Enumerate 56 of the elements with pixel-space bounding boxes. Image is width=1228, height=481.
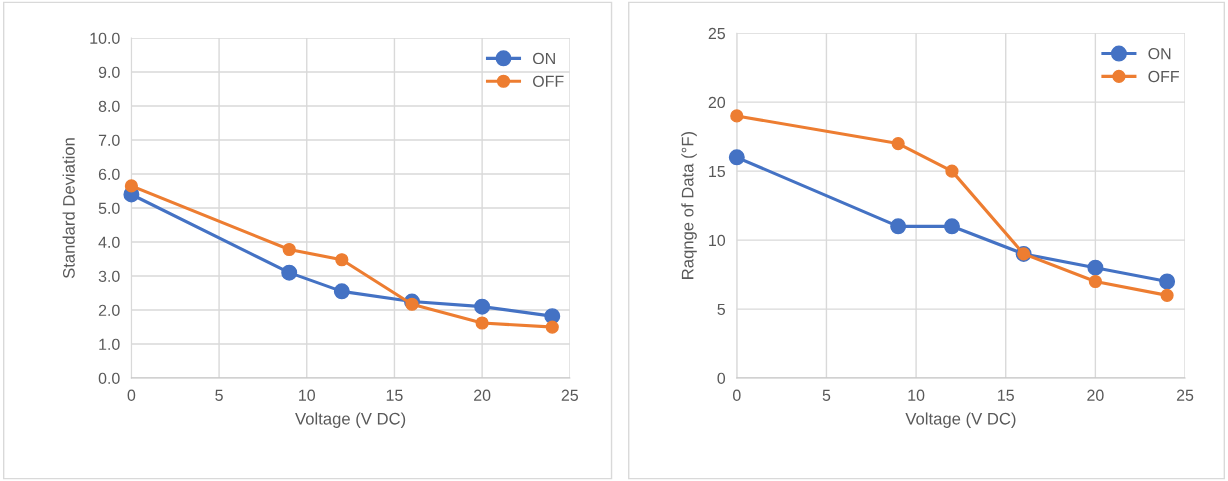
x-axis-title: Voltage (V DC) — [905, 412, 1016, 428]
point — [333, 283, 350, 300]
legend-label: ON — [533, 52, 555, 65]
y-axis-title: Standard Deviation — [62, 138, 75, 279]
x-tick-label: 25 — [1176, 389, 1194, 401]
point — [335, 253, 349, 267]
y-tick-label: 1.0 — [99, 338, 120, 350]
legend-label: OFF — [533, 75, 564, 87]
y-tick-label: 25 — [708, 27, 726, 40]
x-tick-label: 5 — [215, 389, 223, 401]
point — [728, 149, 745, 166]
point — [1160, 288, 1174, 302]
legend-label: ON — [1148, 47, 1171, 60]
x-tick-label: 10 — [299, 389, 316, 401]
point — [1088, 274, 1102, 289]
x-tick-label: 5 — [822, 389, 831, 401]
x-tick-label: 25 — [561, 389, 579, 401]
point — [943, 218, 960, 235]
y-tick-label: 5.0 — [98, 202, 120, 214]
point — [1159, 273, 1176, 290]
point — [124, 179, 138, 193]
y-tick-label: 10 — [709, 234, 726, 247]
point — [891, 136, 905, 151]
y-tick-label: 10.0 — [90, 32, 120, 44]
point — [281, 264, 298, 281]
point — [945, 164, 959, 178]
x-tick-label: 15 — [386, 389, 403, 401]
y-tick-label: 0.0 — [98, 372, 120, 385]
y-axis-title: Raqnge of Data (°F) — [681, 131, 697, 279]
y-tick-label: 9.0 — [98, 66, 120, 78]
point — [405, 297, 419, 311]
legend-label: OFF — [1148, 70, 1179, 83]
point — [474, 298, 491, 315]
x-tick-label: 10 — [908, 389, 925, 401]
x-tick-label: 20 — [474, 389, 491, 401]
y-tick-label: 20 — [708, 96, 726, 109]
point — [730, 109, 744, 123]
point — [545, 320, 559, 334]
y-tick-label: 2.0 — [98, 304, 120, 316]
x-tick-label: 0 — [127, 389, 136, 401]
point — [282, 242, 296, 257]
x-tick-label: 0 — [732, 389, 741, 401]
y-tick-label: 7.0 — [98, 134, 120, 146]
x-tick-label: 15 — [998, 389, 1014, 401]
x-axis-title: Voltage (V DC) — [295, 412, 406, 428]
y-tick-label: 0 — [717, 372, 726, 385]
point — [1087, 259, 1104, 276]
y-tick-label: 6.0 — [98, 168, 120, 180]
y-tick-label: 15 — [709, 165, 726, 178]
point — [890, 218, 907, 235]
y-tick-label: 4.0 — [98, 236, 120, 248]
y-tick-label: 3.0 — [98, 270, 120, 282]
point — [475, 316, 489, 330]
x-tick-label: 20 — [1087, 389, 1104, 401]
y-tick-label: 8.0 — [98, 100, 120, 112]
y-tick-label: 5 — [717, 303, 726, 316]
